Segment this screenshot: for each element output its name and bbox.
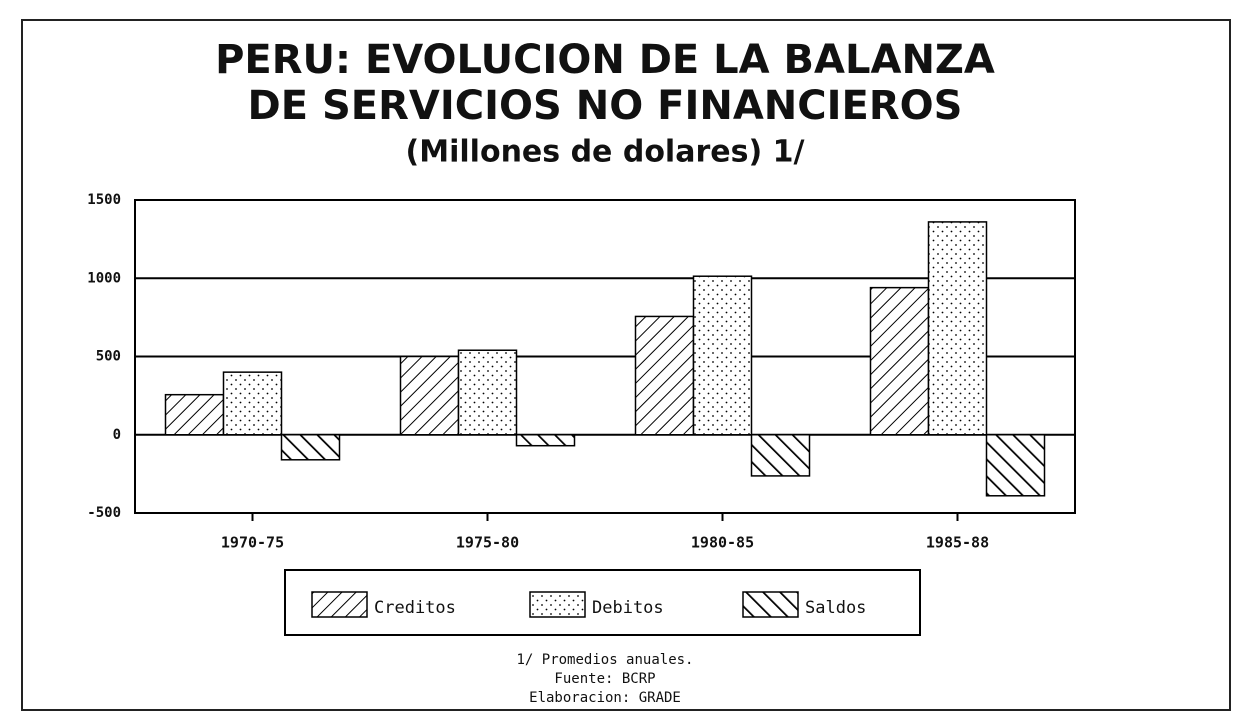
legend-swatch [529,591,586,618]
bar [869,286,930,436]
y-tick-label: 1000 [87,270,121,286]
x-tick-label: 1980-85 [691,534,754,552]
bar [399,355,460,436]
frame [21,19,1231,711]
legend-label: Creditos [374,598,456,618]
chart-title: PERU: EVOLUCION DE LA BALANZA [215,37,995,83]
legend [284,569,921,636]
bar [750,434,811,477]
legend-swatch [311,591,368,618]
bar [457,349,518,436]
bar [927,221,988,436]
note: Fuente: BCRP [554,671,655,687]
legend-label: Debitos [592,598,664,618]
note: Elaboracion: GRADE [529,690,681,706]
bar [985,434,1046,497]
bar [692,275,753,436]
bar [222,371,283,436]
bar [515,434,576,447]
y-tick-label: -500 [87,505,121,521]
legend-swatch [742,591,799,618]
chart-subtitle: (Millones de dolares) 1/ [406,135,805,170]
bar [164,393,225,436]
bar [634,315,695,436]
x-tick-label: 1970-75 [221,534,284,552]
x-tick-label: 1975-80 [456,534,519,552]
bar [280,434,341,461]
note: 1/ Promedios anuales. [516,652,693,668]
x-tick-label: 1985-88 [926,534,989,552]
chart-title: DE SERVICIOS NO FINANCIEROS [248,83,963,129]
legend-label: Saldos [805,598,866,618]
y-tick-label: 1500 [87,192,121,208]
y-tick-label: 0 [113,427,121,443]
y-tick-label: 500 [96,349,121,365]
